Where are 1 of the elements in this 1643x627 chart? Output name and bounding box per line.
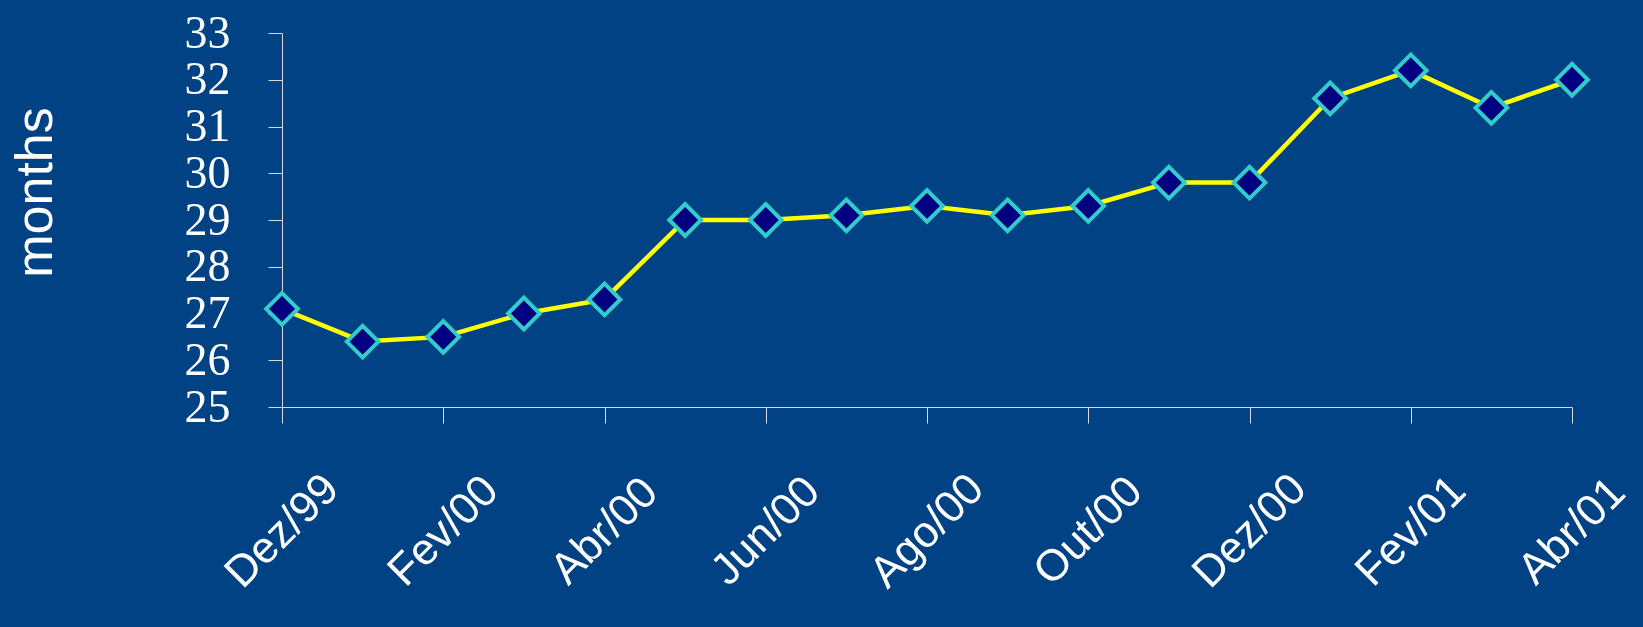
y-axis-title: months [4,107,63,278]
